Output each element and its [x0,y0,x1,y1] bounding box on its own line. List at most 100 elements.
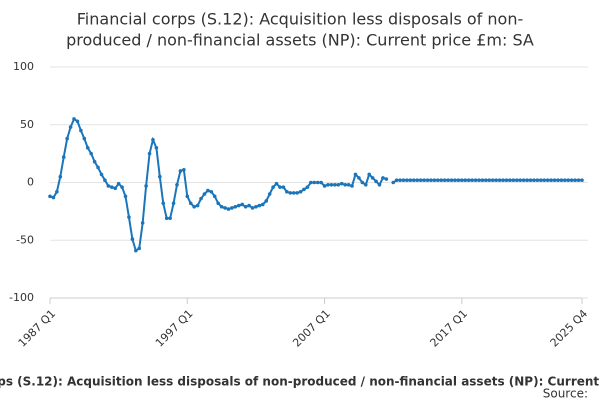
data-point [535,178,540,182]
data-point [484,178,488,182]
data-point [151,137,155,142]
data-point [432,178,437,182]
data-point [195,203,200,208]
data-point [343,183,347,187]
data-point [209,189,214,194]
data-point [401,178,406,182]
data-point [442,178,447,182]
data-point [243,204,248,209]
data-point [412,178,416,182]
data-point [559,178,564,182]
data-point [425,178,430,182]
data-point [175,183,179,187]
data-point [192,204,196,209]
y-tick-label: 100 [13,60,34,73]
data-point [188,201,193,206]
data-point [329,183,334,187]
y-tick-label: 50 [20,118,34,131]
data-point [384,177,389,181]
data-point [302,187,306,192]
data-point [326,183,330,187]
data-point [322,184,327,188]
data-point [295,191,299,195]
data-point [236,203,241,208]
data-point [120,185,124,189]
data-point [82,136,87,141]
data-point [274,181,279,186]
data-point [75,119,80,124]
data-point [65,136,69,141]
data-point [463,178,468,182]
data-point [470,178,474,182]
data-point [429,178,433,182]
data-point [580,178,584,182]
data-point [48,194,52,199]
data-point [381,176,385,180]
data-point [178,169,183,173]
data-point [449,178,454,182]
data-point [453,178,457,182]
data-point [418,178,423,182]
data-point [357,176,361,180]
data-point [563,178,567,182]
data-point [545,178,550,182]
data-point [497,178,502,182]
data-point [360,180,365,185]
data-point [501,178,505,182]
data-point [370,176,375,180]
x-tick-label: 1987 Q1 [16,307,59,350]
data-point [137,246,142,251]
data-point [230,206,234,210]
data-point [367,172,372,177]
data-point [566,178,571,182]
data-point [480,178,485,182]
data-point [514,178,519,182]
data-point [103,178,107,182]
data-point [61,155,66,159]
y-tick-label: 0 [27,176,34,189]
data-point [473,178,478,182]
x-tick-label: 1997 Q1 [153,307,196,350]
data-point [576,178,581,182]
data-point [408,178,413,182]
data-point [521,178,526,182]
data-point [134,248,138,253]
data-point [96,165,100,170]
data-point [477,178,481,182]
data-point [508,178,512,182]
data-point [391,180,396,185]
data-point [261,202,265,207]
data-point [374,179,378,184]
data-point [460,178,464,182]
data-point [573,178,577,182]
data-point [212,194,217,199]
data-point [466,178,471,182]
data-point [377,183,382,187]
data-point [525,178,529,182]
data-point [504,178,509,182]
data-point [333,183,337,187]
data-point [339,181,344,186]
data-point [254,204,258,209]
data-point [363,183,368,187]
data-point [223,206,227,210]
data-point [127,215,131,219]
data-point [281,185,286,189]
data-point [161,201,166,206]
data-point [109,185,114,189]
data-point [278,185,282,189]
data-point [350,184,354,188]
data-point [494,178,498,182]
data-point [226,207,231,211]
data-point [257,203,262,208]
data-point [552,178,557,182]
data-point [346,183,351,187]
y-tick-label: -50 [16,233,34,246]
data-point [446,178,450,182]
x-tick-label: 2017 Q1 [428,307,471,350]
data-point [490,178,495,182]
data-point [415,178,420,182]
data-point [79,128,83,133]
data-point [271,185,275,189]
data-point [72,117,76,121]
